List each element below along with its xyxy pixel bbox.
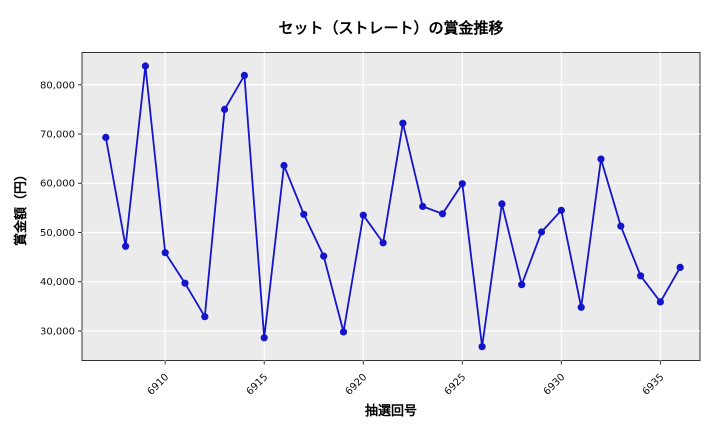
x-tick-label: 6915 (245, 372, 271, 398)
data-point (438, 210, 447, 218)
y-axis-label: 賞金額（円） (13, 168, 29, 246)
data-point (518, 281, 526, 289)
x-axis-label: 抽選回号 (365, 403, 417, 419)
data-point (359, 211, 367, 219)
data-point (339, 328, 348, 336)
data-point (240, 71, 248, 79)
y-tick-label: 70,000 (40, 129, 75, 140)
data-point (617, 222, 625, 230)
data-point (280, 161, 288, 170)
data-point (676, 263, 684, 271)
x-tick-label: 6930 (542, 372, 568, 398)
plot-area (81, 52, 701, 361)
data-point (201, 313, 209, 321)
chart-title: セット（ストレート）の賞金推移 (278, 19, 503, 37)
data-point (597, 155, 605, 163)
data-point (161, 249, 169, 257)
x-tick-label: 6920 (344, 372, 370, 398)
data-point (141, 62, 149, 70)
data-point (379, 239, 387, 247)
x-tick-label: 6935 (641, 372, 667, 398)
data-point (181, 279, 189, 287)
x-tick-label: 6910 (146, 372, 172, 398)
y-tick-label: 40,000 (40, 277, 75, 288)
data-point (419, 202, 427, 210)
prize-line-series (104, 65, 681, 348)
data-point (102, 133, 110, 141)
data-point (498, 200, 506, 208)
data-point (399, 119, 407, 127)
data-point (478, 343, 486, 351)
data-point (577, 303, 585, 311)
data-point (300, 210, 308, 218)
data-point (458, 180, 466, 188)
y-tick-label: 60,000 (40, 179, 75, 190)
data-point (637, 272, 645, 280)
x-tick-label: 6925 (443, 372, 469, 398)
data-point (122, 242, 130, 250)
data-point (221, 105, 229, 113)
y-tick-label: 80,000 (40, 80, 75, 91)
data-point (537, 228, 546, 236)
data-point (320, 252, 328, 260)
data-point (260, 334, 268, 342)
y-tick-label: 50,000 (40, 228, 75, 239)
data-point (656, 298, 665, 306)
y-tick-label: 30,000 (40, 326, 75, 337)
data-point (557, 206, 565, 214)
data-series-layer (102, 62, 684, 351)
